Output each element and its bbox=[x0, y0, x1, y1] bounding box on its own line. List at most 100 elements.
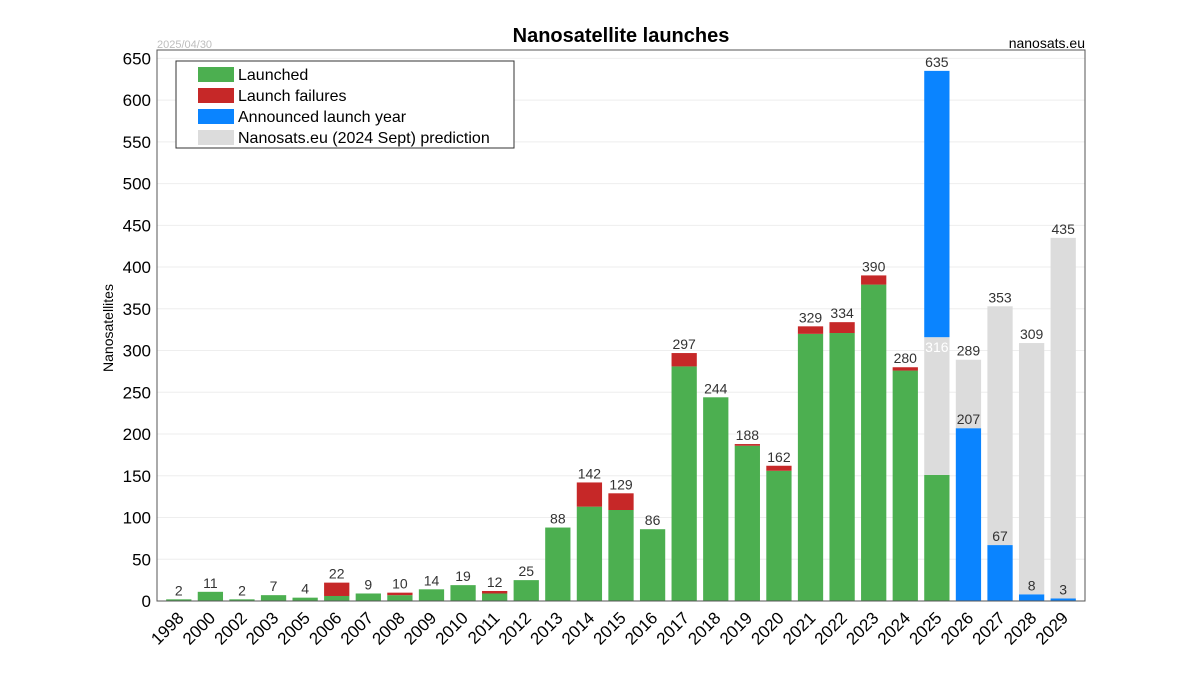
x-tick-label-2019: 2019 bbox=[716, 608, 756, 648]
bar-failures-2014 bbox=[576, 482, 603, 507]
x-tick-label-2012: 2012 bbox=[495, 608, 535, 648]
inner-label-2025: 316 bbox=[925, 339, 949, 355]
x-tick-label-2000: 2000 bbox=[179, 608, 219, 648]
total-label-2024: 280 bbox=[894, 350, 918, 366]
x-tick-label-2022: 2022 bbox=[811, 608, 851, 648]
x-tick-label-2013: 2013 bbox=[526, 608, 566, 648]
total-label-1998: 2 bbox=[175, 582, 183, 598]
chart-title: Nanosatellite launches bbox=[513, 25, 730, 47]
bar-announced-2029 bbox=[1050, 598, 1076, 601]
total-label-2009: 14 bbox=[424, 572, 440, 588]
y-tick-label: 500 bbox=[123, 175, 151, 194]
total-label-2021: 329 bbox=[799, 309, 823, 325]
total-label-2027: 353 bbox=[988, 289, 1012, 305]
x-tick-label-2015: 2015 bbox=[590, 608, 630, 648]
total-label-2014: 142 bbox=[578, 465, 602, 481]
bar-launched-2009 bbox=[418, 589, 445, 601]
y-tick-label: 50 bbox=[132, 550, 151, 569]
bar-failures-2008 bbox=[387, 592, 413, 596]
bar-announced-2026 bbox=[955, 428, 982, 601]
y-tick-label: 450 bbox=[123, 216, 151, 235]
x-tick-label-2020: 2020 bbox=[748, 608, 788, 648]
total-label-2025: 635 bbox=[925, 54, 949, 70]
bar-launched-2013 bbox=[545, 527, 571, 601]
x-tick-label-2018: 2018 bbox=[684, 608, 724, 648]
x-tick-label-2011: 2011 bbox=[464, 608, 503, 647]
bar-launched-2007 bbox=[355, 593, 381, 601]
bar-failures-2006 bbox=[324, 582, 350, 596]
x-tick-label-2024: 2024 bbox=[874, 608, 914, 648]
total-label-2005: 4 bbox=[301, 581, 309, 597]
total-label-2011: 12 bbox=[487, 574, 503, 590]
y-tick-label: 600 bbox=[123, 91, 151, 110]
bar-launched-2014 bbox=[576, 506, 603, 601]
y-tick-label: 400 bbox=[123, 258, 151, 277]
x-tick-label-2003: 2003 bbox=[242, 608, 282, 648]
bar-failures-2015 bbox=[608, 493, 634, 511]
y-tick-label: 300 bbox=[123, 342, 151, 361]
legend-label-announced: Announced launch year bbox=[238, 109, 407, 126]
bar-failures-2023 bbox=[861, 275, 887, 285]
total-label-2019: 188 bbox=[736, 427, 760, 443]
x-tick-label-2023: 2023 bbox=[842, 608, 882, 648]
bar-launched-2025 bbox=[924, 474, 950, 601]
y-tick-label: 650 bbox=[123, 49, 151, 68]
source-label: nanosats.eu bbox=[1009, 35, 1085, 51]
bar-failures-2022 bbox=[829, 322, 855, 334]
bar-announced-2028 bbox=[1018, 594, 1045, 601]
total-label-2000: 11 bbox=[203, 575, 218, 591]
bar-launched-2016 bbox=[639, 529, 666, 601]
x-tick-label-2017: 2017 bbox=[653, 608, 693, 648]
inner-label-2028: 8 bbox=[1028, 577, 1036, 593]
legend-label-launched: Launched bbox=[238, 67, 308, 84]
y-tick-label: 100 bbox=[123, 509, 151, 528]
x-tick-label-2006: 2006 bbox=[305, 608, 345, 648]
bar-prediction-2029 bbox=[1050, 237, 1076, 599]
total-label-2018: 244 bbox=[704, 380, 728, 396]
x-tick-label-2002: 2002 bbox=[211, 608, 251, 648]
bar-failures-2021 bbox=[797, 326, 824, 334]
x-tick-label-2027: 2027 bbox=[969, 608, 1009, 648]
plot-frame bbox=[156, 49, 1086, 602]
bar-failures-2019 bbox=[734, 444, 760, 446]
bar-launched-2006 bbox=[324, 595, 350, 601]
bar-failures-2020 bbox=[766, 465, 792, 471]
total-label-2020: 162 bbox=[767, 449, 791, 465]
total-label-2008: 10 bbox=[392, 576, 408, 592]
y-tick-label: 250 bbox=[123, 383, 151, 402]
legend-swatch-prediction bbox=[198, 130, 234, 145]
bar-prediction-2026 bbox=[955, 359, 982, 429]
y-tick-label: 150 bbox=[123, 467, 151, 486]
bar-launched-2018 bbox=[703, 397, 729, 601]
data-labels: 2 11 2 7 4 22 9 10 14 19 12 25 88 142 129 86 297 244 188 16… bbox=[175, 54, 1075, 598]
bars bbox=[166, 70, 1076, 601]
total-label-2002: 2 bbox=[238, 582, 246, 598]
inner-label-2029: 3 bbox=[1059, 581, 1067, 597]
x-tick-label-2026: 2026 bbox=[937, 608, 977, 648]
bar-launched-2024 bbox=[892, 370, 918, 601]
total-label-2016: 86 bbox=[645, 512, 661, 528]
bar-launched-2019 bbox=[734, 445, 760, 601]
bar-launched-2021 bbox=[797, 333, 824, 601]
total-label-2003: 7 bbox=[270, 578, 278, 594]
total-label-2007: 9 bbox=[364, 576, 372, 592]
bar-launched-2017 bbox=[671, 366, 697, 601]
bar-launched-2003 bbox=[260, 595, 287, 601]
legend-swatch-failures bbox=[198, 88, 234, 103]
y-tick-label: 0 bbox=[142, 592, 151, 611]
bar-launched-1998 bbox=[166, 599, 192, 601]
total-label-2026: 289 bbox=[957, 343, 981, 359]
total-label-2012: 25 bbox=[518, 563, 534, 579]
bar-prediction-2027 bbox=[987, 306, 1013, 546]
date-label: 2025/04/30 bbox=[157, 39, 212, 51]
y-axis-label: Nanosatellites bbox=[100, 284, 116, 372]
bar-launched-2011 bbox=[482, 593, 508, 601]
legend-label-prediction: Nanosats.eu (2024 Sept) prediction bbox=[238, 130, 490, 147]
bar-prediction-2028 bbox=[1018, 343, 1045, 595]
x-tick-label-2028: 2028 bbox=[1000, 608, 1040, 648]
total-label-2028: 309 bbox=[1020, 326, 1044, 342]
legend-label-failures: Launch failures bbox=[238, 88, 347, 105]
x-tick-label-2021: 2021 bbox=[779, 608, 819, 648]
legend-swatch-launched bbox=[198, 67, 234, 82]
total-label-2015: 129 bbox=[609, 476, 633, 492]
